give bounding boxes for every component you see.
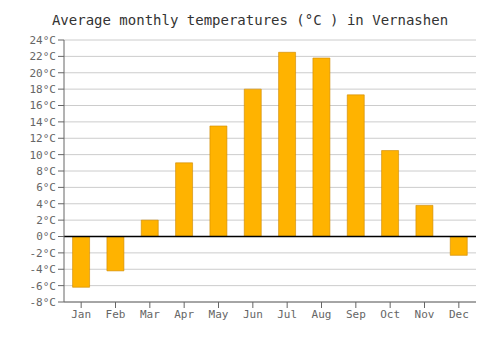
svg-text:24°C: 24°C — [30, 34, 57, 47]
svg-text:Jun: Jun — [243, 308, 263, 321]
svg-text:Nov: Nov — [415, 308, 435, 321]
svg-text:0°C: 0°C — [36, 230, 56, 243]
svg-text:14°C: 14°C — [30, 116, 57, 129]
svg-text:12°C: 12°C — [30, 132, 57, 145]
svg-text:22°C: 22°C — [30, 50, 57, 63]
svg-text:18°C: 18°C — [30, 83, 57, 96]
svg-text:-4°C: -4°C — [30, 263, 57, 276]
svg-text:Jul: Jul — [277, 308, 297, 321]
svg-text:4°C: 4°C — [36, 198, 56, 211]
svg-text:10°C: 10°C — [30, 149, 57, 162]
svg-text:6°C: 6°C — [36, 181, 56, 194]
html-text:Average monthly temperatures (: Average monthly temperatures (°C ) in Ve… — [51, 12, 449, 28]
svg-text:-2°C: -2°C — [30, 247, 57, 260]
svg-text:8°C: 8°C — [36, 165, 56, 178]
svg-text:Dec: Dec — [449, 308, 469, 321]
svg-text:20°C: 20°C — [30, 67, 57, 80]
svg-text:-6°C: -6°C — [30, 280, 57, 293]
svg-text:Sep: Sep — [346, 308, 366, 321]
svg-text:Mar: Mar — [140, 308, 160, 321]
svg-text:Aug: Aug — [312, 308, 332, 321]
svg-text:-8°C: -8°C — [30, 296, 57, 309]
svg-text:2°C: 2°C — [36, 214, 56, 227]
svg-text:Jan: Jan — [71, 308, 91, 321]
svg-text:May: May — [209, 308, 229, 321]
svg-text:Apr: Apr — [174, 308, 194, 321]
svg-text:16°C: 16°C — [30, 99, 57, 112]
svg-text:Feb: Feb — [106, 308, 126, 321]
svg-text:Oct: Oct — [380, 308, 400, 321]
